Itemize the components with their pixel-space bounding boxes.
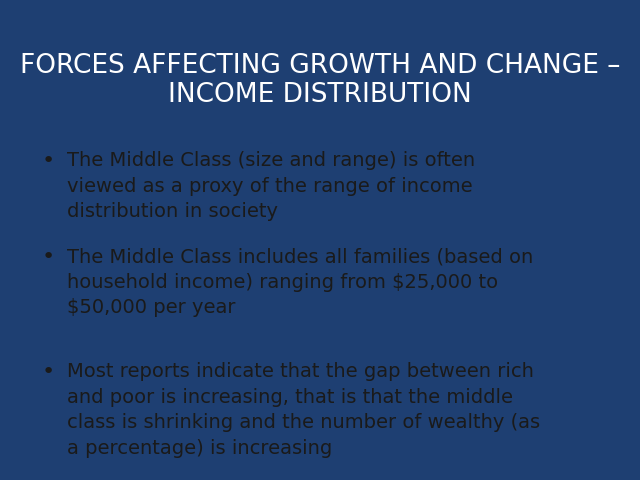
Text: FORCES AFFECTING GROWTH AND CHANGE –: FORCES AFFECTING GROWTH AND CHANGE – bbox=[20, 53, 620, 79]
Text: $50,000 per year: $50,000 per year bbox=[67, 298, 236, 317]
Text: The Middle Class includes all families (based on: The Middle Class includes all families (… bbox=[67, 247, 534, 266]
Text: The Middle Class (size and range) is often: The Middle Class (size and range) is oft… bbox=[67, 151, 476, 170]
Text: class is shrinking and the number of wealthy (as: class is shrinking and the number of wea… bbox=[67, 413, 540, 432]
Text: •: • bbox=[42, 247, 54, 267]
Text: a percentage) is increasing: a percentage) is increasing bbox=[67, 439, 332, 458]
Text: and poor is increasing, that is that the middle: and poor is increasing, that is that the… bbox=[67, 388, 513, 407]
Text: household income) ranging from $25,000 to: household income) ranging from $25,000 t… bbox=[67, 273, 499, 292]
Text: INCOME DISTRIBUTION: INCOME DISTRIBUTION bbox=[168, 82, 472, 108]
Text: Most reports indicate that the gap between rich: Most reports indicate that the gap betwe… bbox=[67, 362, 534, 382]
Text: •: • bbox=[42, 151, 54, 171]
Text: distribution in society: distribution in society bbox=[67, 202, 278, 221]
Text: viewed as a proxy of the range of income: viewed as a proxy of the range of income bbox=[67, 177, 473, 196]
Text: •: • bbox=[42, 362, 54, 383]
